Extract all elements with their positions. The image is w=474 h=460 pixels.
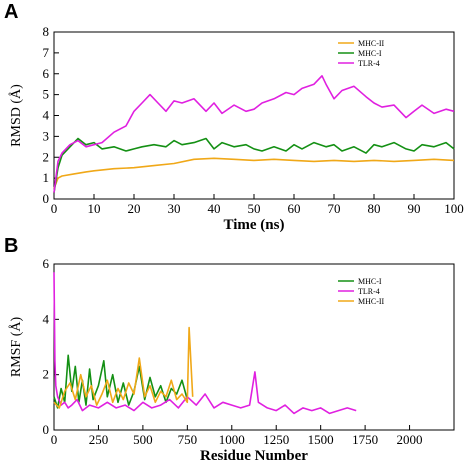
y-tick-label: 4	[43, 311, 50, 326]
series-line-tlr-4	[53, 75, 455, 193]
x-tick-label: 100	[444, 201, 464, 216]
x-tick-label: 10	[88, 201, 101, 216]
x-tick-label: 20	[128, 201, 141, 216]
series-line-mhc-ii	[53, 157, 455, 189]
y-tick-label: 2	[43, 367, 50, 382]
x-tick-label: 90	[408, 201, 421, 216]
x-tick-label: 1500	[308, 432, 334, 447]
y-tick-label: 0	[43, 191, 50, 206]
x-tick-label: 30	[168, 201, 181, 216]
x-tick-label: 750	[178, 432, 198, 447]
legend-label: MHC-II	[358, 39, 385, 48]
y-tick-label: 2	[43, 149, 50, 164]
x-axis-title-b: Residue Number	[200, 448, 308, 460]
legend-label: TLR-4	[358, 59, 380, 68]
x-tick-label: 0	[51, 432, 58, 447]
series-line-tlr-4	[53, 272, 357, 415]
ticks-a: 0 10 20 30 40 50 60 70 80 90 100 0 1 2 3 4 5 6 7 8	[43, 24, 464, 216]
series-line-mhc-ii	[53, 326, 194, 409]
panel-a: A 0 10 20 30 40 50 60 70 80 90 100 0 1 2 3 4 5 6 7 8 MHC-II…	[4, 1, 464, 233]
x-tick-label: 0	[51, 201, 58, 216]
y-tick-label: 5	[43, 87, 50, 102]
y-tick-label: 6	[43, 66, 50, 81]
y-tick-label: 0	[43, 422, 50, 437]
series-lines-a	[53, 75, 455, 193]
y-tick-label: 6	[43, 256, 50, 271]
x-tick-label: 60	[288, 201, 301, 216]
x-tick-label: 1750	[352, 432, 378, 447]
series-line-mhc-i	[53, 354, 189, 409]
legend-label: MHC-I	[358, 49, 382, 58]
legend-label: TLR-4	[358, 287, 380, 296]
x-tick-label: 80	[368, 201, 381, 216]
plot-frame-b	[53, 263, 455, 431]
x-tick-label: 2000	[397, 432, 423, 447]
y-tick-label: 8	[43, 24, 50, 39]
panel-label-b: B	[4, 235, 18, 257]
series-line-mhc-i	[53, 137, 455, 193]
y-tick-label: 4	[43, 108, 50, 123]
y-tick-label: 1	[43, 170, 50, 185]
y-tick-label: 3	[43, 128, 50, 143]
panel-label-a: A	[4, 1, 18, 23]
panel-b: B 0 250 500 750 1000 1250 1500 1750 2000 0 2 4 6 MHC…	[4, 235, 455, 460]
y-axis-title-b: RMSF (Å)	[8, 317, 24, 378]
x-tick-label: 500	[133, 432, 153, 447]
x-axis-title-a: Time (ns)	[224, 217, 285, 233]
legend-label: MHC-II	[358, 297, 385, 306]
y-tick-label: 7	[43, 45, 50, 60]
x-tick-label: 1250	[263, 432, 289, 447]
y-axis-title-a: RMSD (Å)	[8, 84, 24, 147]
x-tick-label: 1000	[219, 432, 245, 447]
x-tick-label: 50	[248, 201, 261, 216]
x-tick-label: 250	[89, 432, 109, 447]
ticks-b: 0 250 500 750 1000 1250 1500 1750 2000 0 2 4 6	[43, 256, 423, 447]
plot-frame-a	[53, 31, 455, 200]
legend-label: MHC-I	[358, 277, 382, 286]
x-tick-label: 70	[328, 201, 341, 216]
x-tick-label: 40	[208, 201, 221, 216]
series-lines-b	[53, 272, 357, 415]
